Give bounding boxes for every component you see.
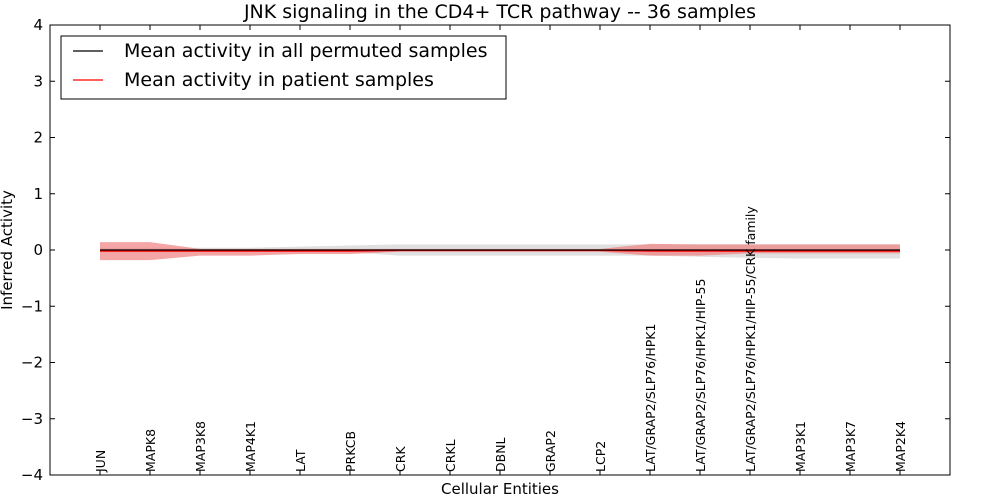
legend-box: [60, 35, 507, 100]
y-tick-label: 0: [33, 241, 43, 259]
x-tick-label: MAP3K8: [193, 421, 208, 472]
x-tick-label: MAP4K1: [243, 421, 258, 472]
plot-area: [100, 242, 900, 261]
y-tick-label: 4: [33, 16, 43, 34]
x-tick-label: GRAP2: [543, 430, 558, 472]
x-tick-label: MAP3K1: [793, 421, 808, 472]
x-tick-label: LAT/GRAP2/SLP76/HPK1: [643, 324, 658, 472]
x-tick-label: LAT/GRAP2/SLP76/HPK1/HIP-55: [693, 279, 708, 472]
legend: Mean activity in all permuted samples Me…: [60, 35, 507, 100]
x-tick-label: MAP2K4: [893, 421, 908, 472]
x-tick-label: MAP3K7: [843, 421, 858, 472]
y-tick-label: 1: [33, 185, 43, 203]
y-tick-label: 3: [33, 72, 43, 90]
x-tick-label: MAPK8: [143, 429, 158, 472]
chart-title: JNK signaling in the CD4+ TCR pathway --…: [243, 1, 756, 23]
x-tick-label: CRK: [393, 446, 408, 472]
y-axis-label: Inferred Activity: [0, 190, 16, 310]
y-tick-label: −3: [21, 410, 43, 428]
y-tick-label: 2: [33, 129, 43, 147]
y-tick-label: −2: [21, 354, 43, 372]
x-tick-label: PRKCB: [343, 431, 358, 472]
line-patient: [100, 249, 900, 252]
x-tick-label: LCP2: [593, 441, 608, 472]
x-tick-label: CRKL: [443, 439, 458, 472]
y-axis: −4 −3 −2 −1 0 1 2 3 4: [21, 16, 950, 484]
x-axis-label: Cellular Entities: [441, 480, 559, 498]
y-tick-label: −1: [21, 297, 43, 315]
legend-label-patient: Mean activity in patient samples: [124, 69, 434, 91]
legend-label-permuted: Mean activity in all permuted samples: [124, 40, 487, 62]
x-axis: JUN MAPK8 MAP3K8 MAP4K1 LAT PRKCB CRK CRKL DBNL G…: [93, 25, 908, 475]
x-tick-label: JUN: [93, 450, 108, 473]
x-tick-label: DBNL: [493, 437, 508, 472]
y-tick-label: −4: [21, 466, 43, 484]
x-tick-label: LAT/GRAP2/SLP76/HPK1/HIP-55/CRK family: [743, 206, 758, 472]
x-tick-label: LAT: [293, 449, 308, 472]
